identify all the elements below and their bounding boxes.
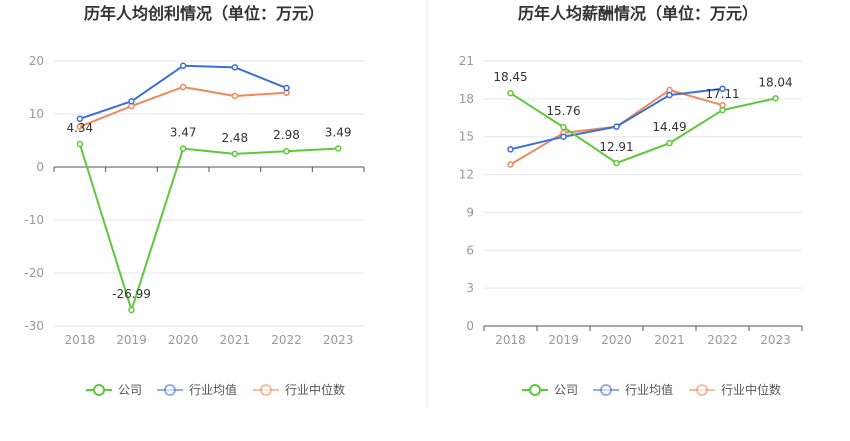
data-point-industry_avg[interactable] — [128, 98, 135, 105]
x-tick-label: 2020 — [601, 333, 632, 347]
y-tick-label: 3 — [466, 281, 474, 295]
chart-title: 历年人均创利情况（单位：万元） — [84, 4, 324, 23]
legend-marker — [696, 384, 708, 396]
y-tick-label: 12 — [459, 168, 474, 182]
data-label: 12.91 — [599, 140, 633, 154]
series-line-company — [509, 92, 776, 165]
legend-item-industry_avg[interactable]: 行业均值 — [157, 382, 237, 397]
data-point-company[interactable] — [231, 150, 239, 158]
data-label: 3.49 — [325, 126, 352, 140]
y-tick-label: 0 — [36, 160, 44, 174]
data-point-company[interactable] — [128, 306, 135, 314]
x-tick-label: 2019 — [116, 333, 147, 347]
series-line-industry_median — [79, 85, 287, 128]
data-point-company[interactable] — [613, 159, 620, 167]
data-point-company[interactable] — [772, 95, 779, 102]
y-tick-label: -20 — [24, 266, 44, 280]
data-label: 18.45 — [493, 70, 527, 84]
data-point-company[interactable] — [76, 140, 84, 148]
x-tick-label: 2023 — [323, 333, 354, 347]
data-point-industry_median[interactable] — [179, 83, 187, 91]
legend-label: 公司 — [118, 383, 142, 397]
x-tick-label: 2023 — [760, 333, 791, 347]
data-label: 15.76 — [546, 104, 580, 118]
x-tick-label: 2021 — [654, 333, 685, 347]
legend-item-industry_median[interactable]: 行业中位数 — [689, 382, 781, 397]
data-point-industry_avg[interactable] — [507, 146, 514, 153]
data-point-industry_avg[interactable] — [283, 84, 290, 92]
y-tick-label: -10 — [24, 213, 44, 227]
data-label: -26.99 — [112, 287, 151, 301]
data-label: 17.11 — [705, 87, 739, 101]
data-label: 4.34 — [66, 121, 93, 135]
data-point-industry_avg[interactable] — [231, 64, 239, 71]
y-tick-label: 15 — [459, 130, 474, 144]
y-tick-label: 0 — [466, 319, 474, 333]
data-point-industry_median[interactable] — [666, 86, 673, 94]
legend-label: 行业均值 — [189, 382, 237, 397]
x-tick-label: 2018 — [495, 333, 526, 347]
chart-2: 历年人均薪酬情况（单位：万元） 21 18 15 12 9 6 3 0 2018 2019 2020 2… — [459, 4, 803, 397]
x-tick-label: 2020 — [168, 333, 199, 347]
y-tick-label: 6 — [466, 243, 474, 257]
y-tick-label: 21 — [459, 54, 474, 68]
legend-marker — [164, 384, 176, 396]
y-tick-label: 20 — [29, 54, 44, 68]
legend-marker — [529, 384, 541, 396]
y-tick-label: 10 — [29, 107, 44, 121]
y-tick-label: -30 — [24, 319, 44, 333]
legend-label: 行业中位数 — [721, 382, 781, 397]
data-point-industry_avg[interactable] — [179, 62, 187, 70]
legend-item-industry_median[interactable]: 行业中位数 — [253, 382, 345, 397]
data-point-industry_avg[interactable] — [719, 85, 726, 93]
data-point-company[interactable] — [334, 145, 342, 152]
data-point-industry_avg[interactable] — [666, 91, 673, 99]
data-point-industry_avg[interactable] — [613, 123, 620, 130]
legend-marker — [93, 384, 105, 396]
data-point-industry_avg[interactable] — [76, 115, 84, 123]
legend-item-industry_avg[interactable]: 行业均值 — [593, 382, 673, 397]
data-point-company[interactable] — [179, 145, 187, 152]
y-tick-label: 18 — [459, 92, 474, 106]
data-point-industry_median[interactable] — [507, 161, 514, 168]
x-tick-label: 2021 — [220, 333, 251, 347]
data-label: 14.49 — [652, 120, 686, 134]
data-point-company[interactable] — [283, 147, 290, 155]
x-tick-label: 2022 — [271, 333, 302, 347]
legend-marker — [260, 384, 272, 396]
legend-label: 行业中位数 — [285, 382, 345, 397]
data-label: 2.98 — [273, 128, 300, 142]
legend-item-company[interactable]: 公司 — [522, 383, 578, 397]
data-label: 2.48 — [221, 131, 248, 145]
legend-item-company[interactable]: 公司 — [86, 383, 142, 397]
data-point-company[interactable] — [560, 123, 567, 131]
legend-label: 公司 — [554, 383, 578, 397]
x-tick-label: 2019 — [548, 333, 579, 347]
y-tick-label: 9 — [466, 205, 474, 219]
series-line-company — [78, 143, 339, 312]
x-tick-label: 2018 — [65, 333, 96, 347]
data-label: 3.47 — [170, 126, 197, 140]
data-point-industry_median[interactable] — [231, 92, 239, 100]
data-point-company[interactable] — [666, 139, 673, 147]
data-point-industry_avg[interactable] — [560, 133, 567, 140]
legend-marker — [600, 384, 612, 396]
data-label: 18.04 — [758, 75, 792, 89]
data-point-company[interactable] — [719, 106, 726, 114]
legend-label: 行业均值 — [625, 382, 673, 397]
chart-title: 历年人均薪酬情况（单位：万元） — [518, 4, 758, 23]
data-point-company[interactable] — [507, 89, 514, 97]
x-tick-label: 2022 — [707, 333, 738, 347]
data-point-industry_median[interactable] — [76, 123, 84, 130]
series-line-industry_avg — [79, 64, 287, 120]
chart-1: 历年人均创利情况（单位：万元） 20 10 0 -10 -20 -30 2018 2019 202… — [24, 4, 365, 397]
